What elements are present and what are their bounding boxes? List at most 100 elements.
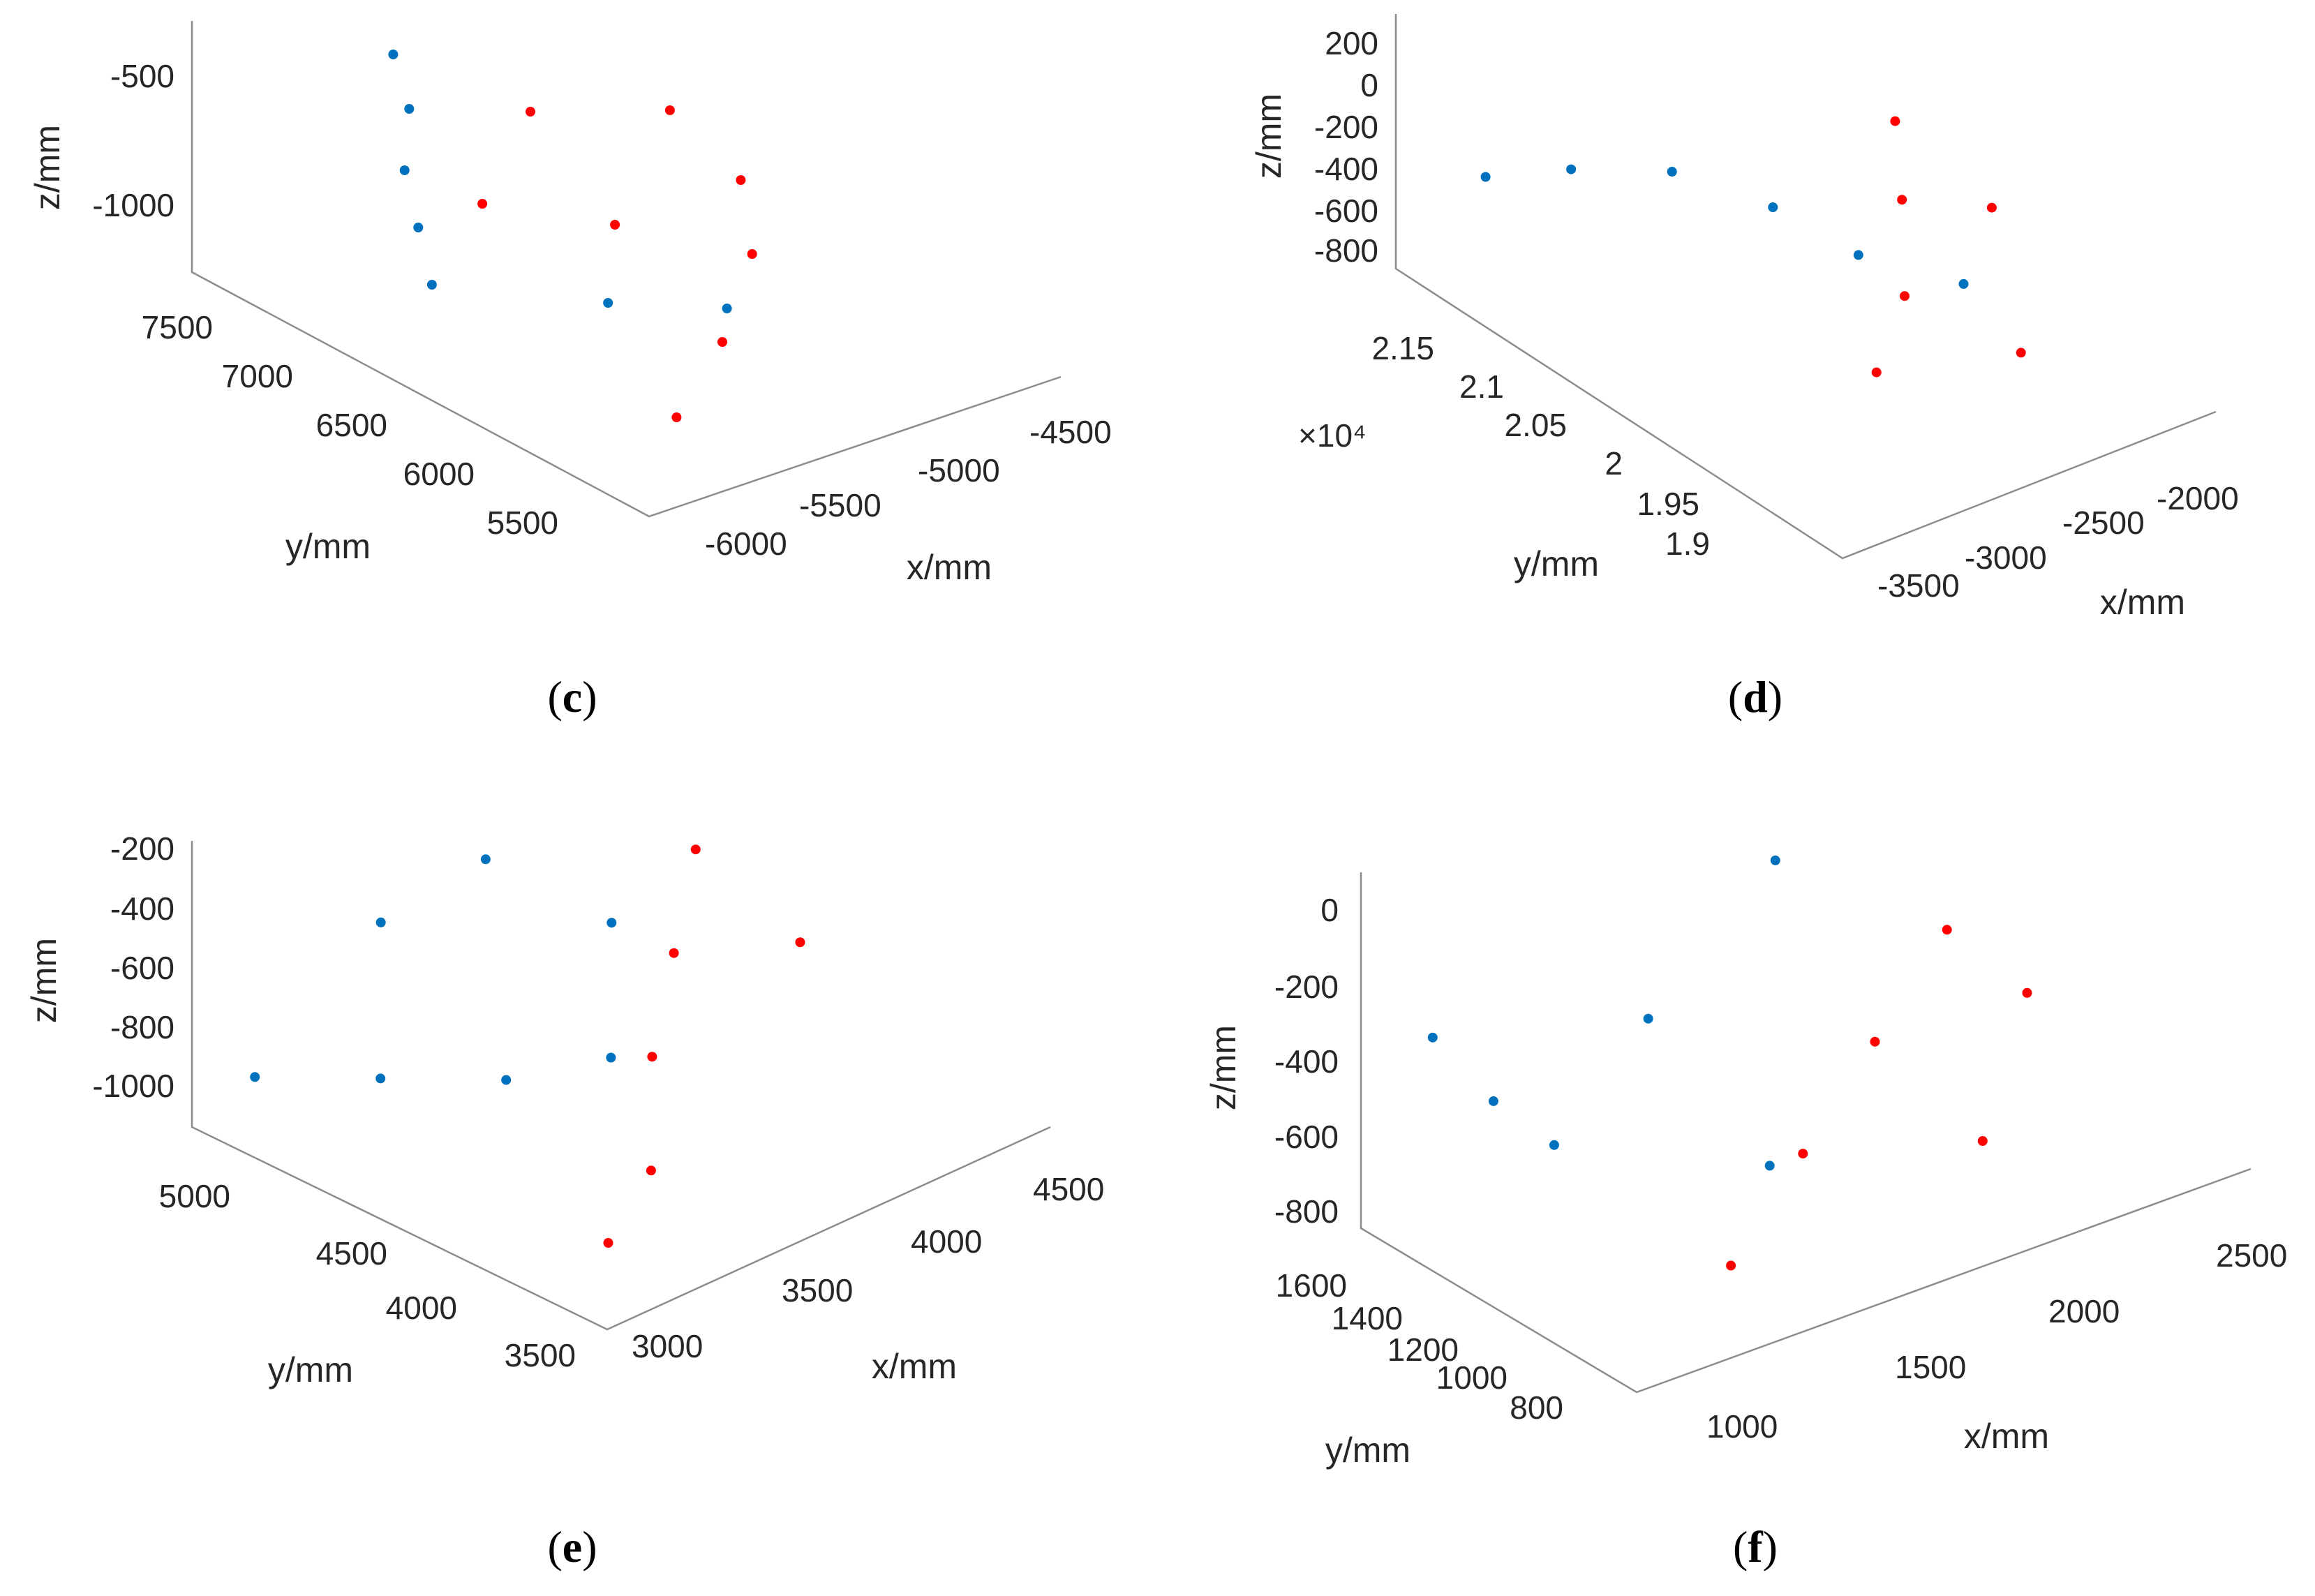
panel-d-x-ticks: -3500 -3000 -2500 -2000: [1877, 480, 2239, 604]
y-tick: 4500: [316, 1235, 387, 1271]
y-tick: 1.95: [1637, 486, 1699, 522]
z-tick: -400: [1274, 1043, 1339, 1080]
point-series-1: [388, 50, 399, 59]
panel-c: -500 -1000 7500 7000 6500 6000 5500 -600…: [28, 21, 1112, 722]
panel-d-y-label: y/mm: [1514, 544, 1599, 583]
panel-d: 200 0 -200 -400 -600 -800 2.15 2.1 2.05 …: [1249, 14, 2239, 722]
z-tick: -600: [1274, 1119, 1339, 1155]
point-series-1: [1768, 202, 1778, 212]
panel-e-y-ticks: 5000 4500 4000 3500: [159, 1178, 576, 1373]
y-tick: 6500: [316, 407, 387, 443]
point-series-2: [1900, 291, 1910, 301]
caption-d: (d): [1728, 672, 1782, 722]
point-series-1: [606, 918, 617, 928]
point-series-1: [1770, 855, 1780, 865]
point-series-1: [1480, 172, 1491, 182]
panel-e-z-label: z/mm: [24, 938, 64, 1023]
x-tick: -3500: [1877, 567, 1960, 604]
z-tick: -400: [110, 890, 174, 927]
panel-e-points: [250, 844, 805, 1248]
z-tick: 200: [1325, 25, 1378, 61]
panel-e-x-label: x/mm: [872, 1347, 957, 1386]
point-series-1: [399, 165, 410, 175]
y-tick: 3500: [505, 1337, 576, 1373]
z-tick: -200: [1274, 969, 1339, 1005]
panel-e-y-label: y/mm: [268, 1350, 353, 1389]
point-series-2: [736, 175, 746, 185]
y-tick: 4000: [386, 1290, 457, 1326]
point-series-2: [2016, 348, 2026, 358]
point-series-2: [1986, 202, 1997, 213]
y-tick: 1400: [1332, 1300, 1403, 1336]
panel-c-points: [388, 50, 757, 422]
panel-f: 0 -200 -400 -600 -800 1600 1400 1200 100…: [1204, 855, 2287, 1572]
panel-f-y-ticks: 1600 1400 1200 1000 800: [1276, 1267, 1563, 1426]
point-series-2: [610, 220, 620, 230]
point-series-2: [1870, 1036, 1880, 1047]
point-series-1: [1549, 1140, 1559, 1150]
point-series-1: [1427, 1032, 1438, 1043]
point-series-2: [690, 844, 701, 855]
point-series-1: [603, 298, 613, 308]
y-tick: 1600: [1276, 1267, 1347, 1304]
point-series-1: [413, 223, 424, 232]
y-tick: 5500: [487, 505, 558, 541]
z-tick: -500: [110, 58, 174, 94]
x-tick: 1500: [1895, 1349, 1966, 1385]
panel-d-y-ticks: 2.15 2.1 2.05 2 1.95 1.9 ×10⁴: [1298, 330, 1710, 562]
point-series-2: [646, 1165, 656, 1176]
caption-f: (f): [1733, 1522, 1778, 1572]
z-tick: 0: [1320, 892, 1339, 928]
point-series-2: [2022, 987, 2032, 998]
x-tick: 4000: [911, 1223, 982, 1260]
point-series-2: [1897, 195, 1907, 205]
y-tick: 2.1: [1459, 368, 1504, 405]
x-tick: 3500: [782, 1272, 853, 1308]
z-tick: -400: [1314, 151, 1378, 187]
y-tick: 2.15: [1371, 330, 1434, 366]
y-tick: 1000: [1436, 1359, 1508, 1396]
point-series-2: [795, 937, 805, 948]
point-series-2: [603, 1238, 613, 1248]
y-tick: 7000: [222, 358, 293, 394]
x-tick: 1000: [1706, 1408, 1778, 1445]
panel-c-x-label: x/mm: [907, 548, 992, 587]
point-series-1: [375, 917, 386, 927]
panel-d-points: [1480, 116, 2026, 378]
x-tick: 2500: [2216, 1237, 2287, 1274]
panel-d-z-ticks: 200 0 -200 -400 -600 -800: [1314, 25, 1378, 269]
panel-f-axes: [1360, 872, 2251, 1394]
point-series-1: [1853, 250, 1863, 260]
panel-f-points: [1427, 855, 2032, 1271]
panel-d-axes: [1394, 14, 2217, 560]
y-tick: 5000: [159, 1178, 230, 1214]
z-tick: -200: [1314, 109, 1378, 145]
point-series-1: [1764, 1161, 1775, 1171]
x-tick: -2500: [2062, 505, 2145, 541]
x-tick: -6000: [705, 525, 787, 562]
panel-f-x-label: x/mm: [1964, 1417, 2049, 1456]
point-series-2: [747, 249, 757, 259]
point-series-2: [1977, 1136, 1988, 1146]
point-series-2: [526, 107, 535, 117]
point-series-1: [404, 104, 415, 114]
panel-c-z-ticks: -500 -1000: [92, 58, 174, 223]
point-series-1: [1488, 1096, 1498, 1106]
y-tick: 1200: [1387, 1332, 1459, 1368]
point-series-2: [647, 1052, 657, 1062]
point-series-2: [1871, 367, 1882, 378]
y-tick: 7500: [142, 309, 213, 345]
point-series-1: [426, 280, 437, 290]
point-series-1: [480, 854, 491, 865]
point-series-1: [1566, 164, 1577, 174]
panel-c-x-ticks: -6000 -5500 -5000 -4500: [705, 414, 1112, 562]
point-series-2: [717, 337, 727, 347]
z-tick: -800: [1274, 1193, 1339, 1230]
point-series-2: [669, 948, 679, 958]
y-tick: 2: [1605, 445, 1623, 482]
panel-d-z-label: z/mm: [1249, 94, 1288, 179]
x-tick: -2000: [2157, 480, 2239, 516]
point-series-2: [664, 105, 675, 115]
panel-e: -200 -400 -600 -800 -1000 5000 4500 4000…: [24, 830, 1104, 1572]
x-tick: 4500: [1033, 1171, 1104, 1207]
